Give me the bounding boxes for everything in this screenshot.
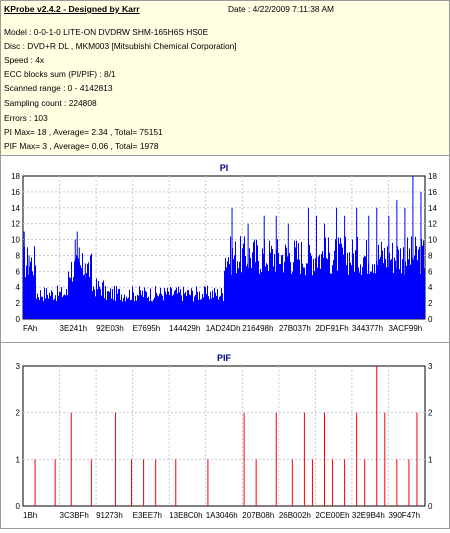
pi-chart-title: PI xyxy=(220,163,229,173)
pif-x-tick-label: 13E8C0h xyxy=(169,511,202,520)
pi-chart: PI 0 0 2 2 4 4 6 6 8 8 10 10 12 12 14 14 16 16 18 18 FAh 3E241… xyxy=(11,163,437,333)
pi-x-tick-label: 27B037h xyxy=(279,324,311,333)
pi-y-tick-label-left: 6 xyxy=(16,267,21,276)
pif-x-tick-label: 3C3BFh xyxy=(60,511,89,520)
app-title: KProbe v2.4.2 - Designed by Karr xyxy=(4,4,140,14)
pi-y-tick-label-left: 8 xyxy=(16,251,21,260)
pif-y-tick-label-left: 3 xyxy=(16,362,21,371)
pi-x-tick-label: 1AD24Dh xyxy=(206,324,241,333)
pi-y-tick-label-left: 4 xyxy=(16,283,21,292)
pi-y-tick-label-right: 10 xyxy=(428,236,437,245)
pif-x-tick-label: 2CE00Eh xyxy=(315,511,349,520)
pi-x-tick-label: E7695h xyxy=(133,324,161,333)
pif-x-tick-label: 1Bh xyxy=(23,511,37,520)
pif-y-tick-label-right: 3 xyxy=(428,362,433,371)
pif-chart-title: PIF xyxy=(217,353,232,363)
pif-x-tick-label: 26B002h xyxy=(279,511,311,520)
pi-x-tick-label: 216498h xyxy=(242,324,273,333)
pi-chart-panel: PI 0 0 2 2 4 4 6 6 8 8 10 10 12 12 14 14 16 16 18 18 FAh 3E241… xyxy=(1,157,449,343)
report-date: Date : 4/22/2009 7:11:38 AM xyxy=(228,4,335,14)
pif-x-tick-label: 1A3046h xyxy=(206,511,238,520)
pi-y-tick-label-left: 18 xyxy=(11,172,20,181)
pi-y-tick-label-left: 0 xyxy=(16,315,21,324)
pi-y-tick-label-left: 12 xyxy=(11,220,20,229)
pi-y-tick-label-right: 4 xyxy=(428,283,433,292)
pif-x-tick-label: E3EE7h xyxy=(133,511,162,520)
pif-y-tick-label-left: 1 xyxy=(16,455,21,464)
pif-x-tick-label: 207B08h xyxy=(242,511,274,520)
pi-x-tick-label: FAh xyxy=(23,324,37,333)
scanned-range-line: Scanned range : 0 - 4142813 xyxy=(4,83,113,93)
pi-y-tick-label-right: 8 xyxy=(428,251,433,260)
pif-series xyxy=(34,366,418,506)
pi-x-tick-label: 3E241h xyxy=(60,324,88,333)
info-panel: KProbe v2.4.2 - Designed by Karr Date : … xyxy=(1,1,449,156)
pif-plot-area xyxy=(22,365,426,507)
pi-x-tick-label: 3ACF99h xyxy=(388,324,422,333)
pi-series xyxy=(23,176,425,319)
ecc-line: ECC blocks sum (PI/PIF) : 8/1 xyxy=(4,69,116,79)
pi-x-tick-label: 144429h xyxy=(169,324,200,333)
pif-y-tick-label-right: 1 xyxy=(428,455,433,464)
pif-x-tick-label: 32E9B4h xyxy=(352,511,385,520)
pif-x-tick-label: 390F47h xyxy=(388,511,420,520)
speed-line: Speed : 4x xyxy=(4,55,45,65)
pi-y-tick-label-right: 6 xyxy=(428,267,433,276)
pif-y-tick-label-right: 0 xyxy=(428,502,433,511)
errors-line: Errors : 103 xyxy=(4,113,48,123)
pif-y-tick-label-left: 0 xyxy=(16,502,21,511)
pif-x-tick-label: 91273h xyxy=(96,511,123,520)
pi-x-tick-label: 92E03h xyxy=(96,324,124,333)
pif-chart-panel: PIF 0 0 1 1 2 2 3 3 1Bh 3C3BFh 91273h E3EE7h 13E8C0h 1… xyxy=(1,344,449,528)
pif-summary-line: PIF Max= 3 , Average= 0.06 , Total= 1978 xyxy=(4,141,159,151)
pi-y-tick-label-right: 16 xyxy=(428,188,437,197)
pif-y-tick-label-left: 2 xyxy=(16,409,21,418)
pi-summary-line: PI Max= 18 , Average= 2.34 , Total= 7515… xyxy=(4,127,163,137)
pi-y-tick-label-right: 18 xyxy=(428,172,437,181)
pi-y-tick-label-left: 14 xyxy=(11,204,20,213)
disc-line: Disc : DVD+R DL , MKM003 [Mitsubishi Che… xyxy=(4,41,237,51)
pi-y-tick-label-right: 2 xyxy=(428,299,433,308)
pi-y-tick-label-right: 14 xyxy=(428,204,437,213)
pi-y-tick-label-left: 16 xyxy=(11,188,20,197)
pif-chart: PIF 0 0 1 1 2 2 3 3 1Bh 3C3BFh 91273h E3EE7h 13E8C0h 1… xyxy=(16,353,433,520)
pi-y-tick-label-right: 12 xyxy=(428,220,437,229)
pif-y-tick-label-right: 2 xyxy=(428,409,433,418)
pi-y-tick-label-left: 10 xyxy=(11,236,20,245)
pi-y-tick-label-right: 0 xyxy=(428,315,433,324)
sampling-count-line: Sampling count : 224808 xyxy=(4,98,97,108)
pi-y-tick-label-left: 2 xyxy=(16,299,21,308)
pi-x-tick-label: 344377h xyxy=(352,324,383,333)
model-line: Model : 0-0-1-0 LITE-ON DVDRW SHM-165H6S… xyxy=(4,27,209,37)
pi-x-tick-label: 2DF91Fh xyxy=(315,324,348,333)
